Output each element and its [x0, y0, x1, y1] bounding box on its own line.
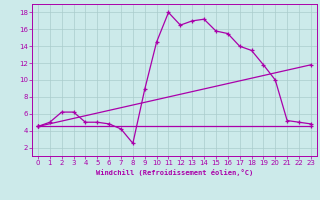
X-axis label: Windchill (Refroidissement éolien,°C): Windchill (Refroidissement éolien,°C): [96, 169, 253, 176]
